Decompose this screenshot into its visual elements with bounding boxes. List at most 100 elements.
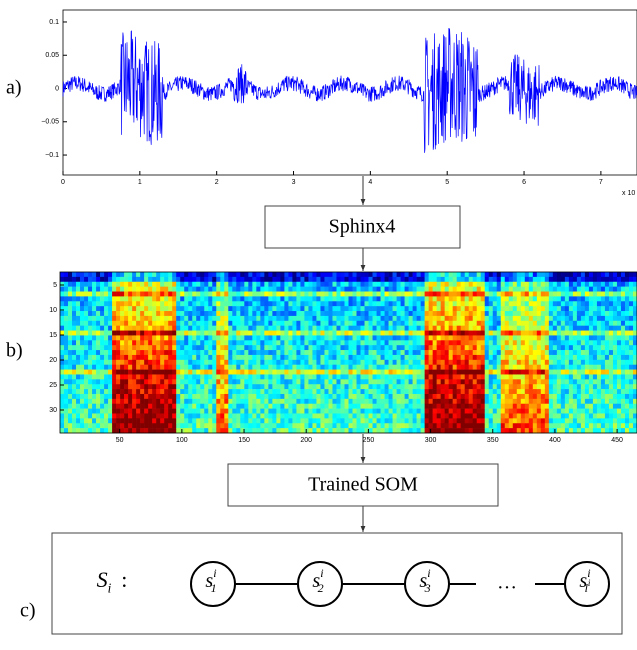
spectrogram-cell: [236, 418, 240, 423]
spectrogram-cell: [413, 345, 417, 350]
spectrogram-cell: [340, 374, 344, 379]
spectrogram-cell: [244, 389, 248, 394]
spectrogram-cell: [381, 394, 385, 399]
spectrogram-cell: [553, 326, 557, 331]
spectrogram-cell: [312, 292, 316, 297]
spectrogram-cell: [276, 384, 280, 389]
spectrogram-cell: [413, 428, 417, 433]
spectrogram-cell: [88, 287, 92, 292]
spectrogram-cell: [625, 389, 629, 394]
spectrogram-cell: [300, 277, 304, 282]
spectrogram-cell: [509, 345, 513, 350]
spectrogram-cell: [365, 292, 369, 297]
spectrogram-cell: [100, 306, 104, 311]
spectrogram-cell: [116, 360, 120, 365]
spectrogram-cell: [216, 296, 220, 301]
spectrogram-cell: [597, 277, 601, 282]
spectrogram-cell: [437, 331, 441, 336]
spectrogram-cell: [393, 321, 397, 326]
spectrogram-cell: [248, 301, 252, 306]
spectrogram-cell: [369, 409, 373, 414]
spectrogram-cell: [481, 296, 485, 301]
spectrogram-cell: [132, 418, 136, 423]
spectrogram-cell: [597, 350, 601, 355]
spectrogram-cell: [312, 340, 316, 345]
spectrogram-cell: [76, 350, 80, 355]
spectrogram-cell: [405, 282, 409, 287]
spectrogram-cell: [481, 335, 485, 340]
spectrogram-cell: [505, 413, 509, 418]
spectrogram-cell: [232, 326, 236, 331]
spectrogram-cell: [324, 370, 328, 375]
spectrogram-cell: [60, 394, 64, 399]
spectrogram-cell: [216, 413, 220, 418]
spectrogram-cell: [156, 306, 160, 311]
spectrogram-cell: [553, 316, 557, 321]
spectrogram-cell: [132, 428, 136, 433]
spectrogram-cell: [152, 296, 156, 301]
spectrogram-cell: [160, 335, 164, 340]
spectrogram-cell: [72, 384, 76, 389]
spectrogram-cell: [160, 272, 164, 277]
spectrogram-cell: [397, 355, 401, 360]
spectrogram-cell: [176, 326, 180, 331]
spectrogram-cell: [224, 272, 228, 277]
spectrogram-cell: [405, 350, 409, 355]
spectrogram-cell: [445, 365, 449, 370]
spectrogram-cell: [521, 360, 525, 365]
spectrogram-cell: [613, 350, 617, 355]
spectrogram-cell: [469, 301, 473, 306]
spectrogram-cell: [417, 326, 421, 331]
spectrogram-cell: [441, 360, 445, 365]
spectrogram-cell: [176, 389, 180, 394]
spectrogram-cell: [304, 374, 308, 379]
spectrogram-cell: [320, 418, 324, 423]
spectrogram-cell: [252, 350, 256, 355]
spectrogram-cell: [196, 384, 200, 389]
spectrogram-cell: [60, 306, 64, 311]
spectrogram-cell: [357, 413, 361, 418]
spectrogram-cell: [589, 350, 593, 355]
spectrogram-cell: [605, 301, 609, 306]
spectrogram-cell: [557, 282, 561, 287]
spectrogram-cell: [425, 321, 429, 326]
spectrogram-cell: [140, 282, 144, 287]
spectrogram-cell: [581, 287, 585, 292]
spectrogram-cell: [160, 350, 164, 355]
spectrogram-cell: [401, 301, 405, 306]
spectrogram-cell: [405, 296, 409, 301]
spectrogram-cell: [525, 365, 529, 370]
spectrogram-cell: [168, 335, 172, 340]
spectrogram-cell: [96, 413, 100, 418]
spectrogram-cell: [344, 306, 348, 311]
spectrogram-cell: [561, 370, 565, 375]
spectrogram-cell: [244, 360, 248, 365]
spectrogram-cell: [76, 335, 80, 340]
spectrogram-cell: [381, 340, 385, 345]
spectrogram-cell: [389, 277, 393, 282]
spectrogram-cell: [461, 413, 465, 418]
spectrogram-cell: [160, 282, 164, 287]
spectrogram-cell: [553, 413, 557, 418]
spectrogram-cell: [88, 409, 92, 414]
spectrogram-cell: [497, 331, 501, 336]
spectrogram-cell: [501, 389, 505, 394]
spectrogram-cell: [405, 409, 409, 414]
spectrogram-cell: [569, 384, 573, 389]
x-tick-label: 350: [487, 437, 499, 444]
spectrogram-cell: [108, 345, 112, 350]
spectrogram-cell: [449, 316, 453, 321]
x-tick-label: 7: [599, 179, 603, 186]
spectrogram-cell: [76, 282, 80, 287]
spectrogram-cell: [453, 409, 457, 414]
spectrogram-cell: [124, 345, 128, 350]
spectrogram-cell: [469, 418, 473, 423]
spectrogram-cell: [577, 365, 581, 370]
spectrogram-cell: [188, 413, 192, 418]
spectrogram-cell: [401, 428, 405, 433]
spectrogram-cell: [296, 428, 300, 433]
spectrogram-cell: [401, 326, 405, 331]
spectrogram-cell: [553, 370, 557, 375]
spectrogram-cell: [609, 384, 613, 389]
spectrogram-cell: [260, 292, 264, 297]
